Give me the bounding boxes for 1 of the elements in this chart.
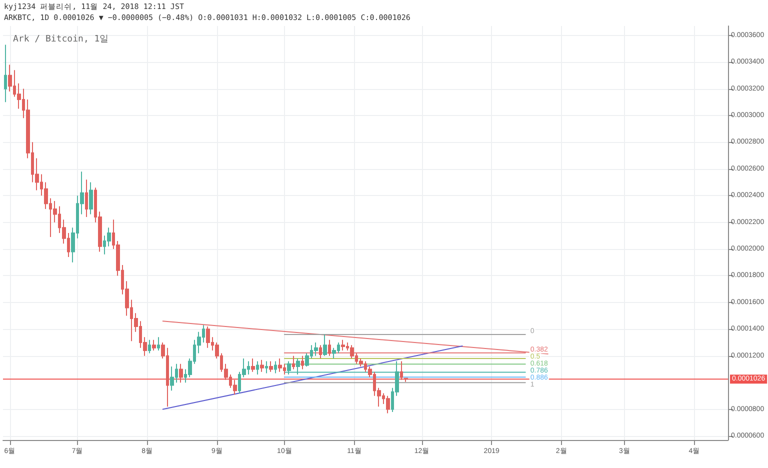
text: Ark / Bitcoin, 1일 bbox=[13, 34, 109, 44]
